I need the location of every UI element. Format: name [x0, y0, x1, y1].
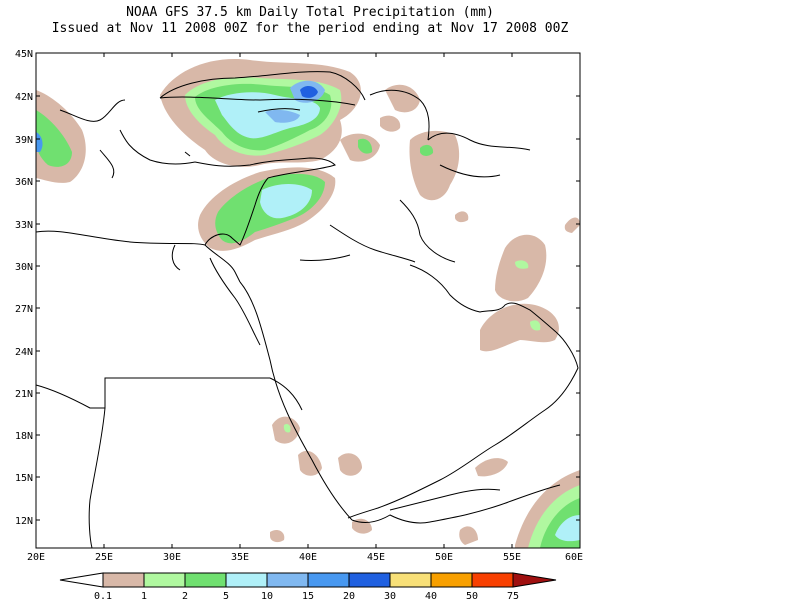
lat-label: 27N	[15, 304, 33, 315]
colorbar-cell-7	[348, 572, 391, 588]
colorbar-cell-3	[184, 572, 227, 588]
lon-label: 20E	[27, 552, 45, 563]
colorbar-label: 20	[343, 591, 355, 600]
lon-label: 30E	[163, 552, 181, 563]
colorbar-label: 1	[141, 591, 147, 600]
colorbar-label: 75	[507, 591, 519, 600]
lon-label: 50E	[435, 552, 453, 563]
colorbar-label: 15	[302, 591, 314, 600]
lat-label: 42N	[15, 92, 33, 103]
precip-area-15mm	[265, 109, 300, 123]
colorbar-label: 0.1	[94, 591, 112, 600]
colorbar-cell-11	[512, 572, 557, 588]
lon-label: 25E	[95, 552, 113, 563]
lon-ticks	[103, 53, 513, 548]
colorbar-cell-4	[225, 572, 268, 588]
colorbar-cell-10	[471, 572, 514, 588]
colorbar-cell-0	[59, 572, 104, 588]
lon-label: 40E	[299, 552, 317, 563]
colorbar-cell-5	[266, 572, 309, 588]
precip-area-20mm	[300, 86, 318, 98]
map-subtitle: Issued at Nov 11 2008 00Z for the period…	[51, 21, 569, 36]
colorbar-cell-9	[430, 572, 473, 588]
lat-label: 33N	[15, 220, 33, 231]
lat-label: 36N	[15, 177, 33, 188]
map-title: NOAA GFS 37.5 km Daily Total Precipitati…	[126, 5, 494, 20]
precip-area-1mm	[409, 130, 460, 201]
lat-label: 12N	[15, 516, 33, 527]
precip-area-20mm	[36, 132, 43, 152]
lat-label: 39N	[15, 135, 33, 146]
colorbar-label: 2	[182, 591, 188, 600]
lat-labels: 45N 42N 39N 36N 33N 30N 27N 24N 21N 18N …	[15, 49, 33, 527]
lon-label: 35E	[231, 552, 249, 563]
colorbar-cell-1	[102, 572, 145, 588]
lon-label: 60E	[565, 552, 583, 563]
precip-area-1mm	[455, 211, 469, 223]
lat-label: 21N	[15, 389, 33, 400]
precip-area-10mm	[555, 515, 580, 542]
lat-label: 45N	[15, 49, 33, 60]
precip-area-1mm	[475, 458, 508, 477]
precip-area-1mm	[459, 526, 478, 545]
colorbar-label: 40	[425, 591, 437, 600]
precip-area-10mm	[215, 92, 320, 139]
lat-label: 30N	[15, 262, 33, 273]
lat-label: 18N	[15, 431, 33, 442]
colorbar: 0.1 1 2 5 10 15 20 30 40 50 75	[59, 572, 557, 600]
colorbar-label: 30	[384, 591, 396, 600]
lon-label: 55E	[503, 552, 521, 563]
precip-area-1mm	[338, 453, 362, 476]
precip-area-1mm	[564, 217, 580, 233]
lon-labels: 20E 25E 30E 35E 40E 45E 50E 55E 60E	[27, 552, 583, 563]
colorbar-cell-8	[389, 572, 432, 588]
colorbar-label: 10	[261, 591, 273, 600]
colorbar-label: 5	[223, 591, 229, 600]
precip-area-10mm	[260, 184, 312, 219]
precip-area-2mm	[515, 260, 529, 269]
lat-ticks	[36, 52, 580, 521]
precip-area-1mm	[270, 529, 285, 543]
lat-label: 24N	[15, 347, 33, 358]
precip-area-2mm	[283, 423, 291, 433]
precip-area-1mm	[298, 450, 322, 476]
colorbar-label: 50	[466, 591, 478, 600]
precip-area-1mm	[380, 115, 401, 132]
precip-area-5mm	[358, 138, 373, 154]
precip-area-1mm	[480, 303, 559, 352]
lon-label: 45E	[367, 552, 385, 563]
lat-label: 15N	[15, 473, 33, 484]
precip-area-1mm	[385, 84, 420, 113]
coastlines	[35, 71, 579, 549]
precip-area-5mm	[36, 110, 72, 167]
precip-area-2mm	[530, 320, 541, 331]
colorbar-cell-6	[307, 572, 350, 588]
precip-shading	[36, 59, 580, 548]
colorbar-cell-2	[143, 572, 186, 588]
precip-area-5mm	[420, 144, 434, 156]
